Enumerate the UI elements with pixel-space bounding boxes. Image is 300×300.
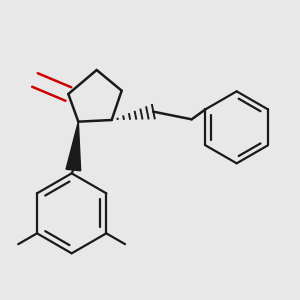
Polygon shape (66, 122, 81, 171)
